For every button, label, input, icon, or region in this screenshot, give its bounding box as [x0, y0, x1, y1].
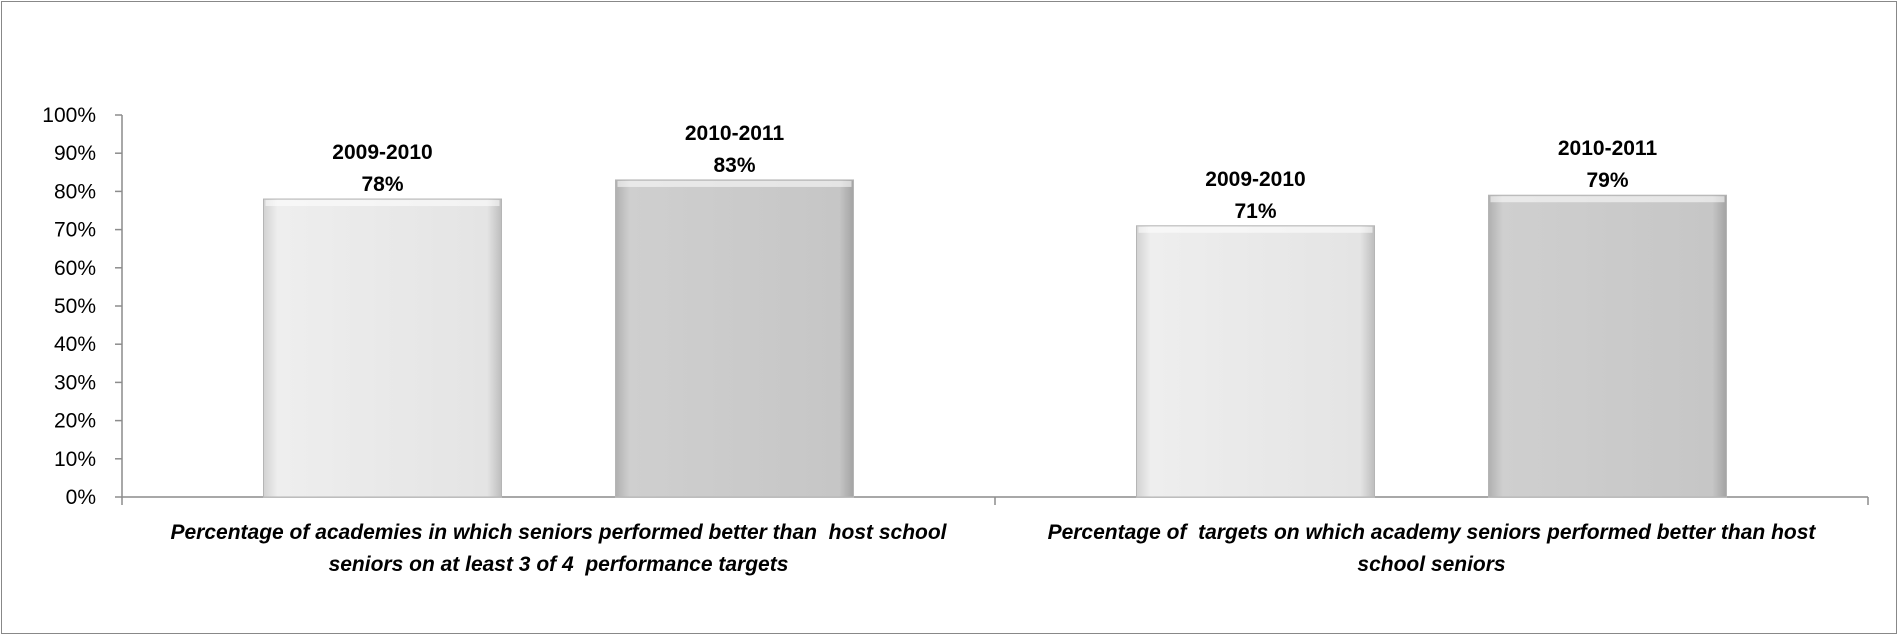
y-tick-label: 90% — [54, 142, 96, 165]
bar-2009-2010-cat1 — [263, 198, 502, 498]
y-tick-label: 0% — [66, 486, 96, 509]
bars — [263, 179, 1727, 498]
category-label: Percentage of targets on which academy s… — [1048, 521, 1817, 544]
bar-2009-2010-cat2 — [1136, 225, 1375, 498]
y-tick-label: 50% — [54, 295, 96, 318]
y-tick-label: 60% — [54, 257, 96, 280]
bar-2010-2011-cat2 — [1488, 194, 1727, 498]
y-tick-label: 30% — [54, 371, 96, 394]
data-label-value: 79% — [1586, 169, 1628, 192]
category-label: Percentage of academies in which seniors… — [170, 521, 947, 544]
labels: 2009-2010 78% 2010-2011 83% Percentage of ac… — [170, 122, 1816, 576]
data-label-value: 71% — [1234, 200, 1276, 223]
data-label-series: 2010-2011 — [1558, 137, 1658, 160]
y-tick-label: 70% — [54, 219, 96, 242]
data-label-value: 83% — [713, 154, 755, 177]
bar-highlight — [265, 200, 500, 207]
y-tick-label: 40% — [54, 333, 96, 356]
data-label-value: 78% — [361, 173, 403, 196]
y-tick-label: 20% — [54, 410, 96, 433]
y-tick-label: 10% — [54, 448, 96, 471]
data-label-series: 2010-2011 — [685, 122, 785, 145]
category-label: seniors on at least 3 of 4 performance t… — [329, 553, 789, 576]
bar-highlight — [617, 180, 852, 187]
bar-highlight — [1490, 196, 1725, 203]
bar-2010-2011-cat1 — [615, 179, 854, 498]
data-label-series: 2009-2010 — [1205, 168, 1305, 191]
category-label: school seniors — [1357, 553, 1505, 576]
bar-highlight — [1138, 226, 1373, 233]
y-tick-label: 100% — [42, 104, 96, 127]
data-label-series: 2009-2010 — [332, 141, 432, 164]
y-tick-label: 80% — [54, 180, 96, 203]
